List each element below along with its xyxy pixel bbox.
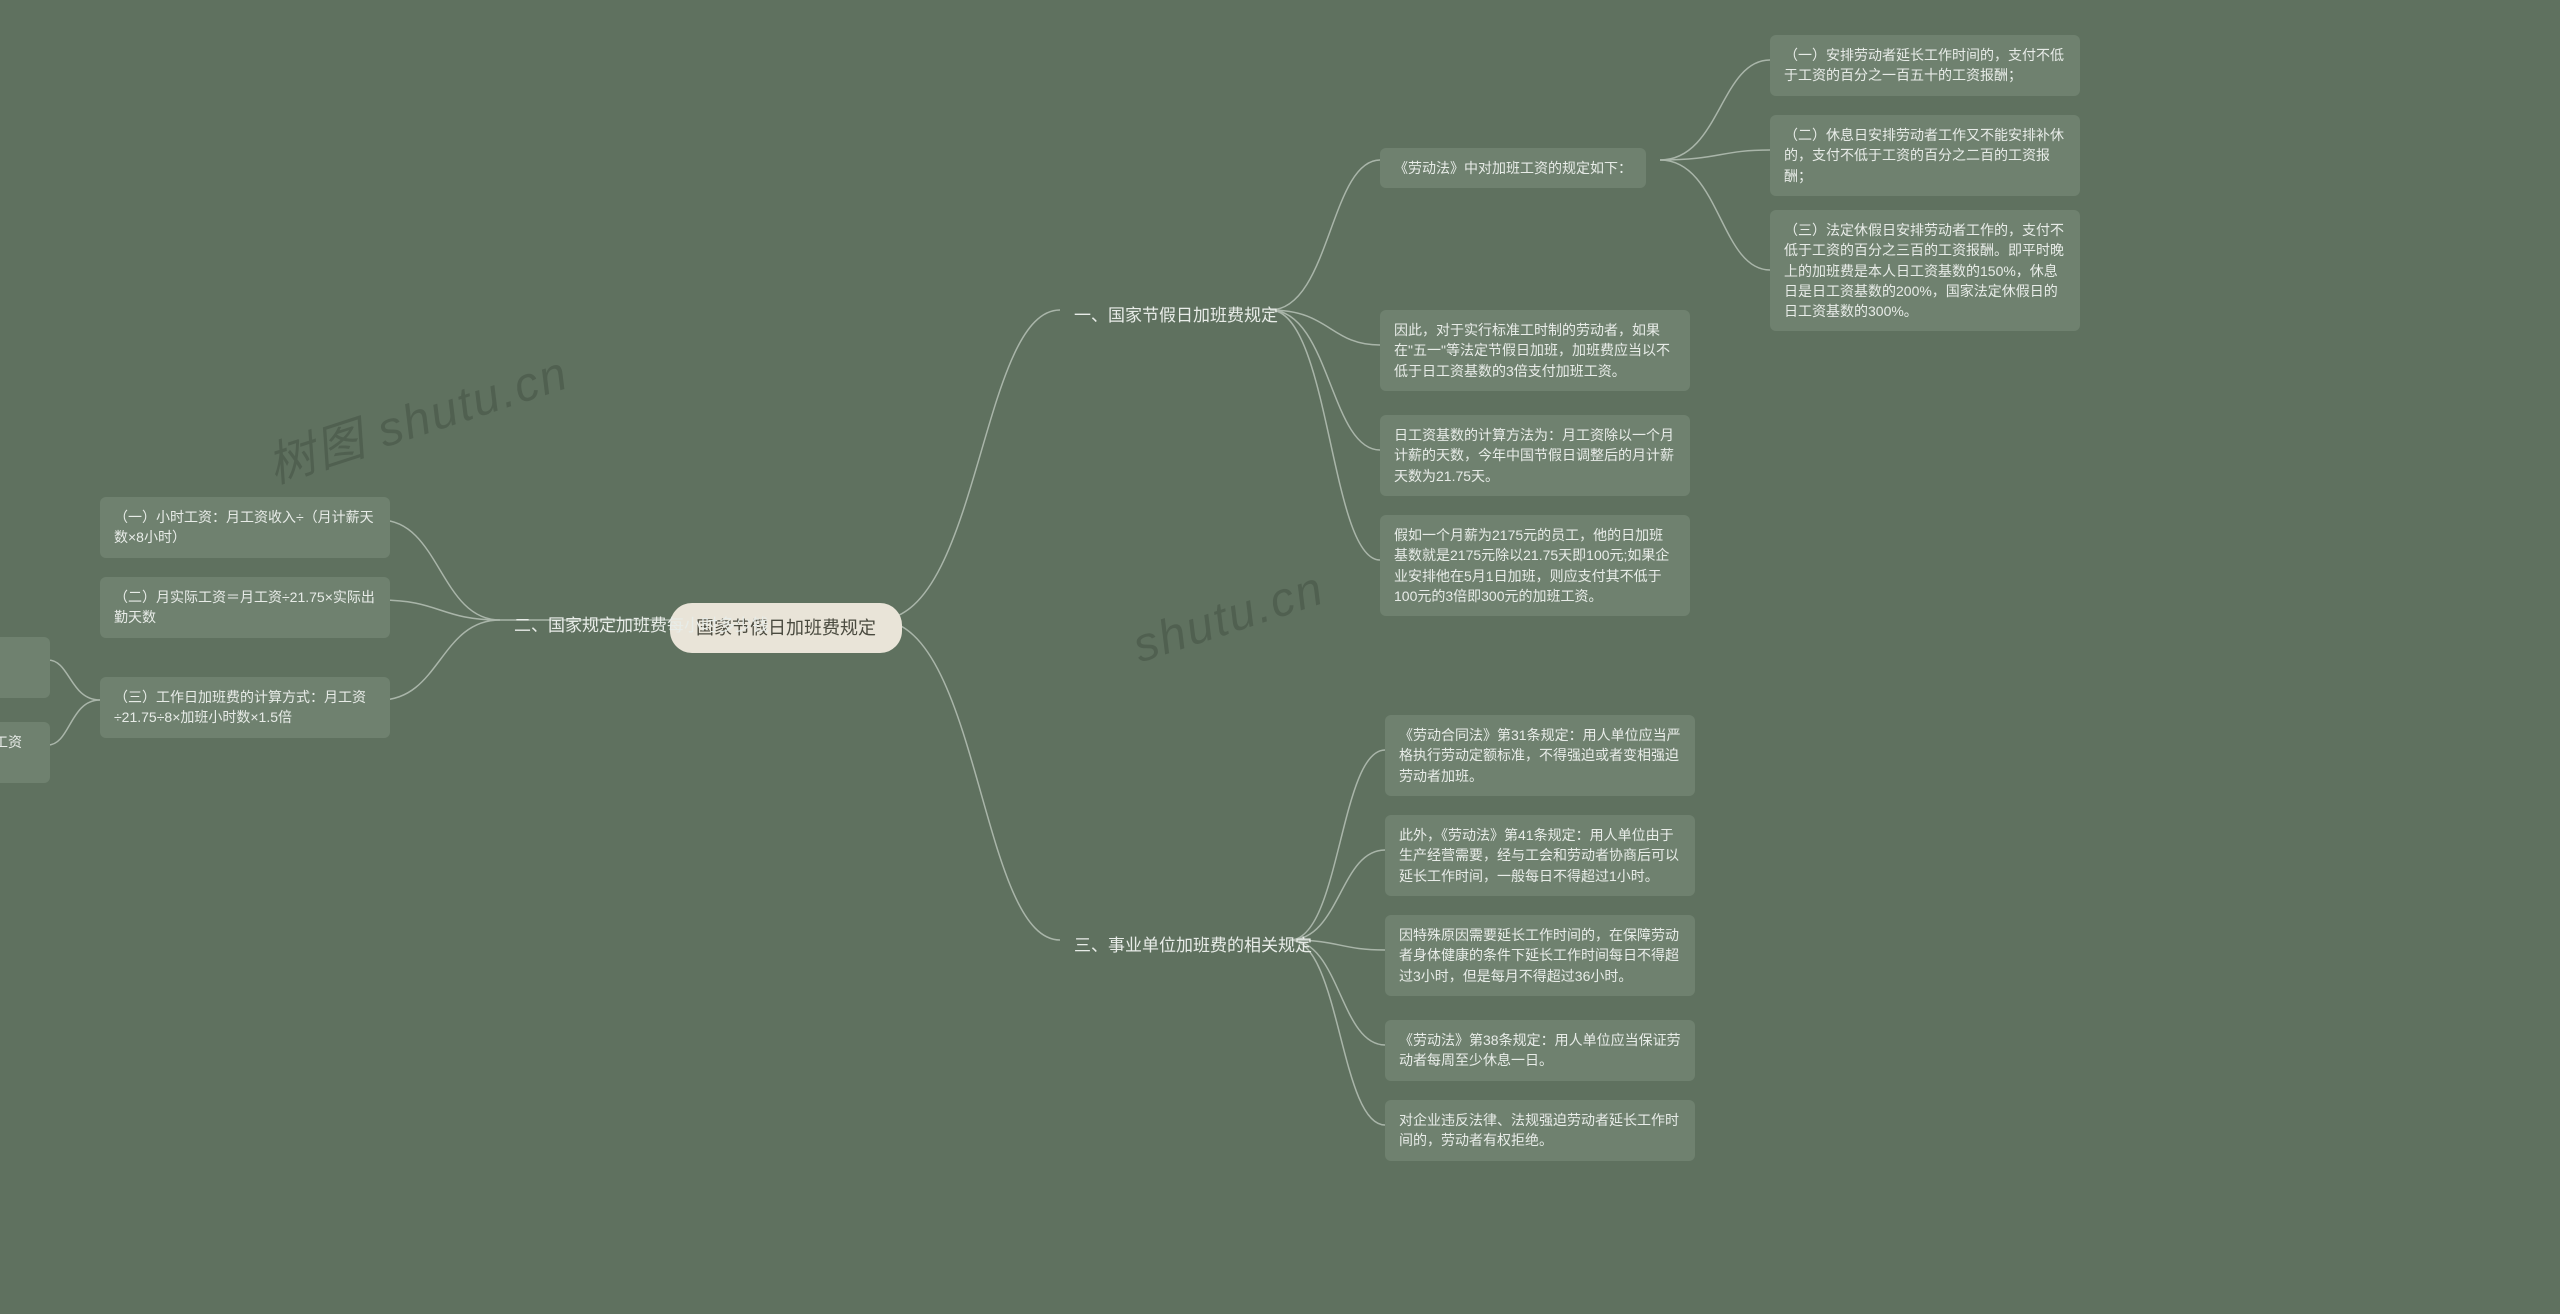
node-b3-a[interactable]: 《劳动合同法》第31条规定：用人单位应当严格执行劳动定额标准，不得强迫或者变相强… bbox=[1385, 715, 1695, 796]
node-b1-c[interactable]: 日工资基数的计算方法为：月工资除以一个月计薪的天数，今年中国节假日调整后的月计薪… bbox=[1380, 415, 1690, 496]
node-b1-d[interactable]: 假如一个月薪为2175元的员工，他的日加班基数就是2175元除以21.75天即1… bbox=[1380, 515, 1690, 616]
node-b1-b[interactable]: 因此，对于实行标准工时制的劳动者，如果在"五一"等法定节假日加班，加班费应当以不… bbox=[1380, 310, 1690, 391]
watermark: shutu.cn bbox=[1126, 561, 1331, 674]
node-b2-b[interactable]: （二）月实际工资＝月工资÷21.75×实际出勤天数 bbox=[100, 577, 390, 638]
branch-3[interactable]: 三、事业单位加班费的相关规定 bbox=[1060, 926, 1326, 967]
node-b3-c[interactable]: 因特殊原因需要延长工作时间的，在保障劳动者身体健康的条件下延长工作时间每日不得超… bbox=[1385, 915, 1695, 996]
node-b3-e[interactable]: 对企业违反法律、法规强迫劳动者延长工作时间的，劳动者有权拒绝。 bbox=[1385, 1100, 1695, 1161]
node-b2-c-1[interactable]: 双休日加班费的计算方式：月工资÷21.75÷8×加班小时数×2倍 bbox=[0, 637, 50, 698]
watermark: 树图 shutu.cn bbox=[257, 333, 576, 496]
node-b1-a-3[interactable]: （三）法定休假日安排劳动者工作的，支付不低于工资的百分之三百的工资报酬。即平时晚… bbox=[1770, 210, 2080, 331]
node-b2-c-2[interactable]: 法定节假日加班费的计算方式：月工资÷21.75÷8×加班小时数×3倍 bbox=[0, 722, 50, 783]
node-b1-a-2[interactable]: （二）休息日安排劳动者工作又不能安排补休的，支付不低于工资的百分之二百的工资报酬… bbox=[1770, 115, 2080, 196]
node-b3-b[interactable]: 此外，《劳动法》第41条规定：用人单位由于生产经营需要，经与工会和劳动者协商后可… bbox=[1385, 815, 1695, 896]
connectors-svg bbox=[0, 0, 2560, 1314]
node-b3-d[interactable]: 《劳动法》第38条规定：用人单位应当保证劳动者每周至少休息一日。 bbox=[1385, 1020, 1695, 1081]
node-b1-a[interactable]: 《劳动法》中对加班工资的规定如下： bbox=[1380, 148, 1646, 188]
branch-2[interactable]: 二、国家规定加班费每小时多少钱 bbox=[500, 606, 783, 647]
branch-1[interactable]: 一、国家节假日加班费规定 bbox=[1060, 296, 1292, 337]
node-b1-a-1[interactable]: （一）安排劳动者延长工作时间的，支付不低于工资的百分之一百五十的工资报酬； bbox=[1770, 35, 2080, 96]
node-b2-c[interactable]: （三）工作日加班费的计算方式：月工资÷21.75÷8×加班小时数×1.5倍 bbox=[100, 677, 390, 738]
node-b2-a[interactable]: （一）小时工资：月工资收入÷（月计薪天数×8小时） bbox=[100, 497, 390, 558]
